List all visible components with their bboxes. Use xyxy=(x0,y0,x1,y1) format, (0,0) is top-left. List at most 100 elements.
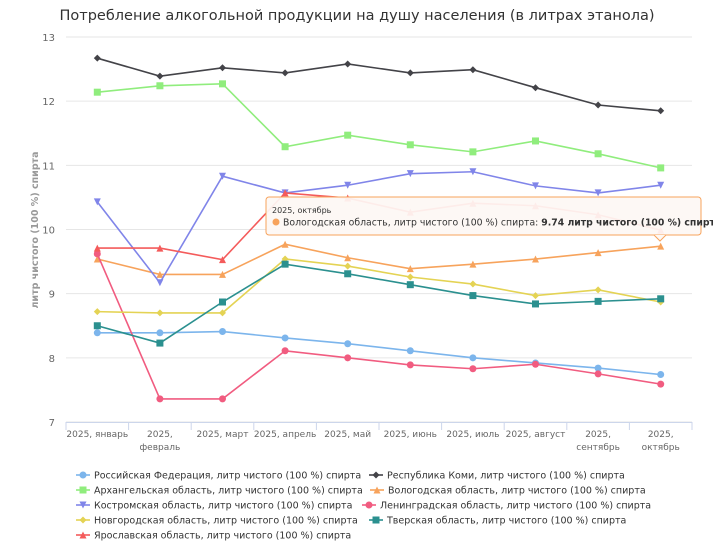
data-point[interactable] xyxy=(93,198,101,206)
data-point[interactable] xyxy=(657,371,665,379)
legend-item[interactable]: Архангельская область, литр чистого (100… xyxy=(76,486,363,497)
data-point[interactable] xyxy=(281,334,289,342)
data-point[interactable] xyxy=(344,254,352,262)
data-point[interactable] xyxy=(594,249,602,257)
data-point[interactable] xyxy=(469,354,477,362)
data-point[interactable] xyxy=(469,168,477,176)
data-point[interactable] xyxy=(344,270,352,278)
data-point[interactable] xyxy=(532,84,539,92)
data-point[interactable] xyxy=(219,64,226,72)
data-point[interactable] xyxy=(532,137,539,145)
series-line[interactable] xyxy=(97,258,661,314)
data-point[interactable] xyxy=(344,340,352,348)
data-point[interactable] xyxy=(344,181,352,189)
legend-item[interactable]: Костромская область, литр чистого (100 %… xyxy=(76,501,352,512)
data-point[interactable] xyxy=(93,244,101,252)
data-point[interactable] xyxy=(657,295,665,303)
data-point[interactable] xyxy=(93,322,101,330)
data-point[interactable] xyxy=(594,364,602,372)
series-line[interactable] xyxy=(97,263,661,344)
legend-item[interactable]: Вологодская область, литр чистого (100 %… xyxy=(370,486,646,497)
series-line[interactable] xyxy=(97,243,661,276)
data-point[interactable] xyxy=(219,270,226,278)
data-point[interactable] xyxy=(344,354,352,362)
legend-symbol[interactable] xyxy=(365,501,373,509)
data-point[interactable] xyxy=(281,240,289,248)
data-point[interactable] xyxy=(532,182,539,190)
data-point[interactable] xyxy=(406,347,414,355)
data-point[interactable] xyxy=(406,265,414,273)
data-point[interactable] xyxy=(657,164,665,172)
series-line[interactable] xyxy=(97,330,661,376)
data-point[interactable] xyxy=(93,329,101,337)
data-point[interactable] xyxy=(406,281,414,289)
series-line[interactable] xyxy=(96,253,661,400)
data-point[interactable] xyxy=(156,309,164,317)
data-point[interactable] xyxy=(469,148,477,156)
data-point[interactable] xyxy=(93,88,101,96)
data-point[interactable] xyxy=(532,255,539,263)
data-point[interactable] xyxy=(406,69,414,77)
legend-symbol[interactable] xyxy=(372,516,380,524)
data-point[interactable] xyxy=(406,170,414,178)
data-point[interactable] xyxy=(93,54,101,62)
data-point[interactable] xyxy=(406,273,414,281)
data-point[interactable] xyxy=(469,292,477,300)
data-point[interactable] xyxy=(219,172,226,180)
data-point[interactable] xyxy=(219,256,226,264)
series-line[interactable] xyxy=(96,170,661,285)
data-point[interactable] xyxy=(532,360,539,368)
data-point[interactable] xyxy=(344,131,352,139)
data-point[interactable] xyxy=(156,395,164,403)
data-point[interactable] xyxy=(594,189,602,197)
data-point[interactable] xyxy=(281,260,289,268)
data-point[interactable] xyxy=(594,150,602,158)
data-point[interactable] xyxy=(281,347,289,355)
data-point[interactable] xyxy=(156,279,164,287)
data-point[interactable] xyxy=(156,82,164,90)
data-point[interactable] xyxy=(594,297,602,305)
data-point[interactable] xyxy=(156,329,164,337)
data-point[interactable] xyxy=(281,189,289,197)
data-point[interactable] xyxy=(93,255,101,263)
data-point[interactable] xyxy=(594,286,602,294)
data-point[interactable] xyxy=(532,300,539,308)
series-line[interactable] xyxy=(97,57,661,112)
legend-item[interactable]: Республика Коми, литр чистого (100 %) сп… xyxy=(369,471,625,482)
legend-symbol[interactable] xyxy=(373,486,381,494)
legend-symbol[interactable] xyxy=(79,501,87,509)
data-point[interactable] xyxy=(281,69,289,77)
data-point[interactable] xyxy=(532,292,539,300)
data-point[interactable] xyxy=(93,308,101,316)
data-point[interactable] xyxy=(281,143,289,151)
legend-item[interactable]: Ярославская область, литр чистого (100 %… xyxy=(76,531,351,542)
data-point[interactable] xyxy=(657,242,665,250)
data-point[interactable] xyxy=(219,80,226,88)
data-point[interactable] xyxy=(219,298,226,306)
data-point[interactable] xyxy=(344,262,352,270)
data-point[interactable] xyxy=(469,66,477,74)
legend-symbol[interactable] xyxy=(79,486,87,494)
data-point[interactable] xyxy=(594,101,602,109)
legend-item[interactable]: Новгородская область, литр чистого (100 … xyxy=(76,516,358,527)
legend-item[interactable]: Ленинградская область, литр чистого (100… xyxy=(362,501,651,512)
data-point[interactable] xyxy=(156,270,164,278)
data-point[interactable] xyxy=(469,260,477,268)
data-point[interactable] xyxy=(219,328,226,336)
data-point[interactable] xyxy=(594,370,602,378)
data-point[interactable] xyxy=(406,361,414,369)
data-point[interactable] xyxy=(219,309,226,317)
data-point[interactable] xyxy=(469,365,477,373)
series-line[interactable] xyxy=(97,83,661,169)
data-point[interactable] xyxy=(406,141,414,149)
data-point[interactable] xyxy=(156,72,164,80)
data-point[interactable] xyxy=(657,107,665,115)
data-point[interactable] xyxy=(93,250,101,258)
data-point[interactable] xyxy=(156,244,164,252)
legend-symbol[interactable] xyxy=(372,471,380,479)
legend-item[interactable]: Тверская область, литр чистого (100 %) с… xyxy=(369,516,626,527)
data-point[interactable] xyxy=(219,395,226,403)
legend-symbol[interactable] xyxy=(79,471,87,479)
data-point[interactable] xyxy=(344,60,352,68)
data-point[interactable] xyxy=(156,339,164,347)
